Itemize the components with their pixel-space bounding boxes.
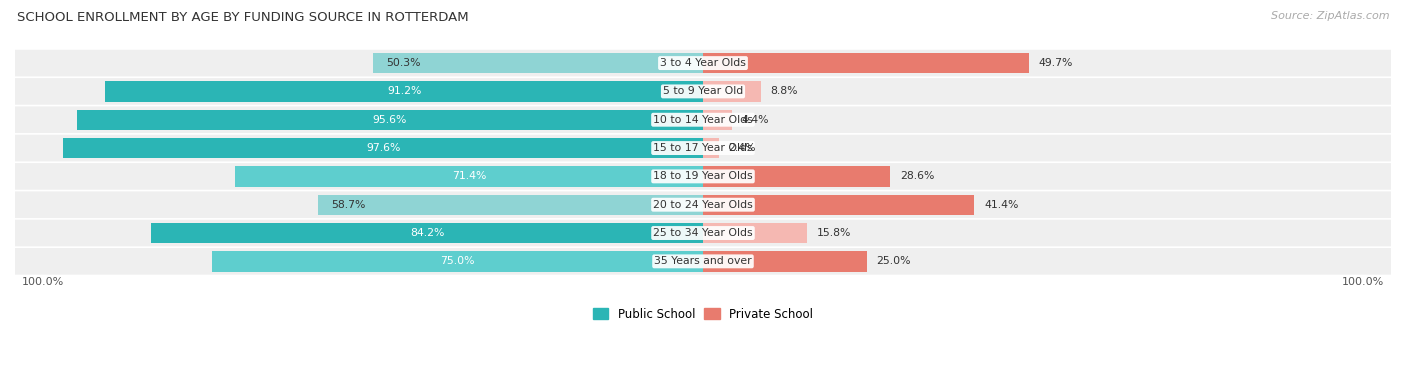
Text: 3 to 4 Year Olds: 3 to 4 Year Olds	[659, 58, 747, 68]
Text: 18 to 19 Year Olds: 18 to 19 Year Olds	[654, 172, 752, 181]
Text: 75.0%: 75.0%	[440, 256, 475, 267]
Bar	[703, 81, 761, 102]
Bar	[703, 166, 890, 187]
Text: 10 to 14 Year Olds: 10 to 14 Year Olds	[654, 115, 752, 125]
Text: 100.0%: 100.0%	[21, 277, 63, 287]
FancyBboxPatch shape	[15, 220, 1391, 246]
Bar	[76, 110, 703, 130]
Text: 84.2%: 84.2%	[411, 228, 444, 238]
Text: 58.7%: 58.7%	[332, 200, 366, 210]
Text: 49.7%: 49.7%	[1039, 58, 1073, 68]
Legend: Public School, Private School: Public School, Private School	[588, 303, 818, 325]
Text: 2.4%: 2.4%	[728, 143, 756, 153]
Text: 100.0%: 100.0%	[1343, 277, 1385, 287]
Bar	[318, 195, 703, 215]
Bar	[703, 251, 868, 271]
Text: 97.6%: 97.6%	[366, 143, 401, 153]
Text: Source: ZipAtlas.com: Source: ZipAtlas.com	[1271, 11, 1389, 21]
FancyBboxPatch shape	[15, 106, 1391, 133]
Bar	[235, 166, 703, 187]
Text: 15 to 17 Year Olds: 15 to 17 Year Olds	[654, 143, 752, 153]
Text: 28.6%: 28.6%	[900, 172, 935, 181]
FancyBboxPatch shape	[15, 163, 1391, 190]
Bar	[374, 53, 703, 73]
Text: 20 to 24 Year Olds: 20 to 24 Year Olds	[654, 200, 752, 210]
Text: 4.4%: 4.4%	[741, 115, 769, 125]
Bar	[703, 195, 974, 215]
Text: 15.8%: 15.8%	[817, 228, 851, 238]
FancyBboxPatch shape	[15, 248, 1391, 275]
Bar	[703, 223, 807, 243]
Bar	[703, 138, 718, 158]
Text: SCHOOL ENROLLMENT BY AGE BY FUNDING SOURCE IN ROTTERDAM: SCHOOL ENROLLMENT BY AGE BY FUNDING SOUR…	[17, 11, 468, 24]
Bar	[63, 138, 703, 158]
Text: 25.0%: 25.0%	[876, 256, 911, 267]
Text: 71.4%: 71.4%	[451, 172, 486, 181]
Text: 25 to 34 Year Olds: 25 to 34 Year Olds	[654, 228, 752, 238]
Text: 5 to 9 Year Old: 5 to 9 Year Old	[662, 86, 744, 97]
Text: 50.3%: 50.3%	[387, 58, 420, 68]
Bar	[703, 110, 733, 130]
Text: 91.2%: 91.2%	[387, 86, 422, 97]
Bar	[703, 53, 1029, 73]
FancyBboxPatch shape	[15, 192, 1391, 218]
Bar	[105, 81, 703, 102]
Text: 41.4%: 41.4%	[984, 200, 1018, 210]
Text: 8.8%: 8.8%	[770, 86, 799, 97]
FancyBboxPatch shape	[15, 135, 1391, 161]
Text: 95.6%: 95.6%	[373, 115, 406, 125]
Bar	[211, 251, 703, 271]
FancyBboxPatch shape	[15, 78, 1391, 105]
Text: 35 Years and over: 35 Years and over	[654, 256, 752, 267]
FancyBboxPatch shape	[15, 50, 1391, 77]
Bar	[152, 223, 703, 243]
